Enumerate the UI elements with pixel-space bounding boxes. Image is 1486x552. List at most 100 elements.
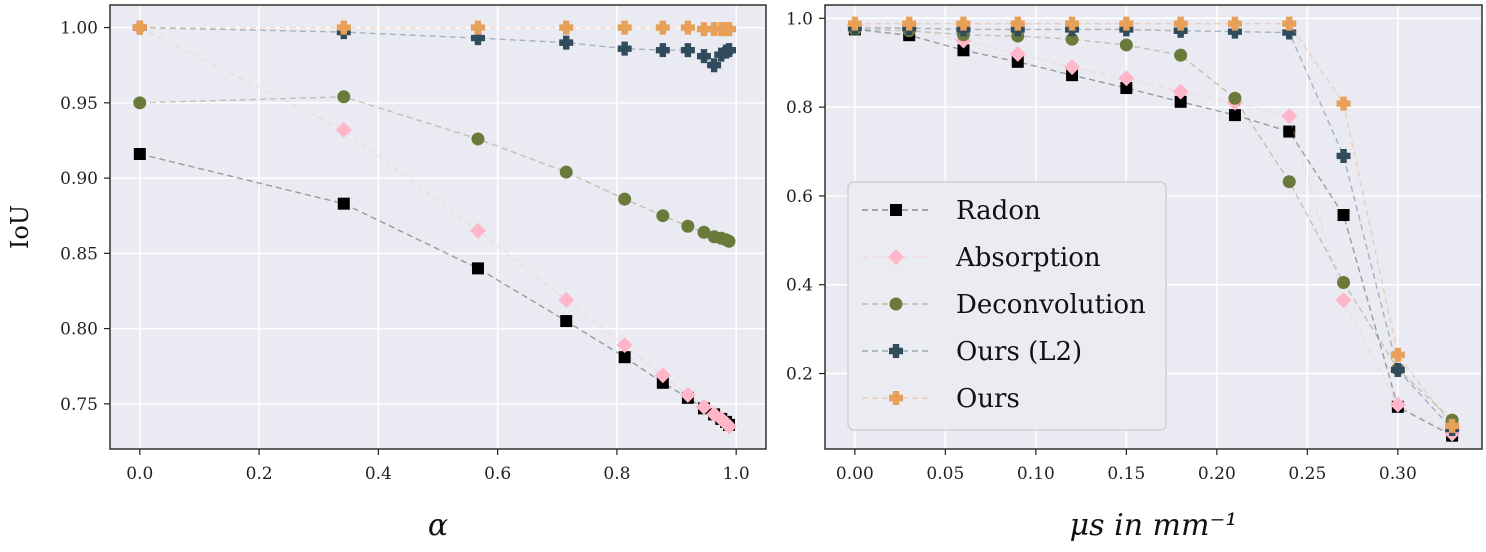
data-point-ours	[1390, 347, 1405, 362]
plot-frame	[109, 4, 767, 450]
legend-box	[847, 181, 1167, 431]
data-point-ours	[470, 20, 485, 35]
y-tick-label: 0.90	[60, 169, 98, 189]
data-point-absorption	[654, 367, 671, 384]
legend-label-radon: Radon	[956, 196, 1041, 226]
legend-label-deconvolution: Deconvolution	[956, 290, 1146, 320]
y-tick-label: 0.85	[60, 244, 98, 264]
plot-frame	[824, 4, 1483, 450]
data-point-ours-l2	[1336, 148, 1351, 163]
data-point-radon	[337, 197, 350, 210]
y-axis-title: IoU	[6, 205, 34, 249]
panel-1: 0.0 0.2 0.4 0.6 0.8 1.0 0.75 0.80 0.85 0.90 0.95 1.…	[6, 4, 767, 543]
x-tick-label: 0.30	[1379, 464, 1417, 484]
legend-marker-absorption	[888, 249, 904, 265]
y-tick-label: 1.0	[786, 9, 813, 29]
data-point-ours	[1336, 96, 1351, 111]
data-point-ours	[707, 22, 722, 37]
series-ours	[132, 20, 737, 37]
x-tick-label: 0.15	[1107, 464, 1145, 484]
data-point-absorption	[335, 121, 352, 138]
data-point-ours	[336, 20, 351, 35]
data-point-absorption	[679, 386, 696, 403]
x-tick-label: 0.0	[126, 464, 153, 484]
series-line-ours	[854, 22, 1453, 427]
y-tick-label: 0.4	[786, 276, 813, 296]
series-ours	[847, 16, 1460, 433]
legend-marker-ours-l2	[889, 344, 903, 358]
y-tick-label: 1.00	[60, 19, 98, 39]
series-line-deconvolution	[139, 96, 730, 242]
data-point-deconvolution	[681, 219, 695, 233]
data-point-ours	[722, 22, 737, 37]
legend-marker-deconvolution	[889, 297, 903, 311]
x-tick-label: 0.05	[926, 464, 964, 484]
x-tick-label: 0.4	[365, 464, 392, 484]
data-point-ours-l2	[617, 41, 632, 56]
series-line-radon	[854, 28, 1453, 437]
data-point-ours-l2	[1282, 25, 1297, 40]
data-point-deconvolution	[471, 132, 485, 146]
data-point-deconvolution	[722, 234, 736, 248]
x-tick-label: 0.6	[484, 464, 511, 484]
legend: Radon Absorption Deconvolution Ours (L2) Our…	[847, 181, 1167, 431]
x-axis-title: μs in mm⁻¹	[1070, 508, 1238, 543]
data-point-radon	[618, 351, 631, 364]
data-point-ours-l2	[1173, 23, 1188, 38]
data-point-absorption	[1064, 59, 1081, 76]
data-point-ours	[559, 20, 574, 35]
data-point-absorption	[558, 291, 575, 308]
data-point-ours	[1119, 16, 1134, 31]
data-point-ours	[1173, 16, 1188, 31]
x-tick-label: 0.10	[1017, 464, 1055, 484]
data-point-ours	[1282, 16, 1297, 31]
data-point-deconvolution	[618, 192, 632, 206]
data-point-deconvolution	[1228, 91, 1242, 105]
series-line-absorption	[854, 24, 1453, 435]
data-point-deconvolution	[697, 225, 711, 239]
data-point-ours-l2	[1390, 362, 1405, 377]
data-point-ours	[847, 16, 862, 31]
data-point-ours-l2	[696, 49, 711, 64]
data-point-absorption	[616, 337, 633, 354]
x-tick-label: 0.00	[836, 464, 874, 484]
y-tick-label: 0.75	[60, 395, 98, 415]
data-point-ours	[1065, 16, 1080, 31]
x-tick-label: 0.25	[1288, 464, 1326, 484]
y-tick-label: 0.95	[60, 94, 98, 114]
x-tick-label: 0.20	[1198, 464, 1236, 484]
data-point-ours	[655, 20, 670, 35]
data-point-ours	[617, 20, 632, 35]
data-point-absorption	[695, 398, 712, 415]
data-point-radon	[1337, 209, 1350, 222]
data-point-absorption	[1172, 83, 1189, 100]
x-axis-title: α	[428, 508, 448, 543]
data-point-ours-l2	[1227, 24, 1242, 39]
legend-label-ours-l2: Ours (L2)	[956, 337, 1082, 367]
data-point-deconvolution	[1065, 32, 1079, 46]
data-point-ours-l2	[680, 43, 695, 58]
data-point-radon	[1228, 109, 1241, 122]
data-point-radon	[133, 148, 146, 161]
data-point-absorption	[1335, 292, 1352, 309]
data-point-radon	[1174, 95, 1187, 108]
data-point-deconvolution	[337, 90, 351, 104]
data-point-ours	[132, 20, 147, 35]
legend-marker-radon	[890, 204, 902, 216]
legend-label-ours: Ours	[956, 384, 1020, 414]
y-tick-label: 0.2	[786, 365, 813, 385]
x-tick-label: 1.0	[723, 464, 750, 484]
data-point-ours	[1445, 418, 1460, 433]
y-tick-label: 0.8	[786, 98, 813, 118]
data-point-ours-l2	[559, 35, 574, 50]
data-point-deconvolution	[559, 165, 573, 179]
series-deconvolution	[133, 90, 736, 248]
legend-label-absorption: Absorption	[955, 243, 1101, 273]
data-point-ours-l2	[707, 58, 722, 73]
data-point-absorption	[1281, 108, 1298, 124]
data-point-ours-l2	[655, 43, 670, 58]
data-point-deconvolution	[133, 96, 147, 110]
x-tick-label: 0.8	[603, 464, 630, 484]
legend-marker-ours	[889, 391, 903, 405]
